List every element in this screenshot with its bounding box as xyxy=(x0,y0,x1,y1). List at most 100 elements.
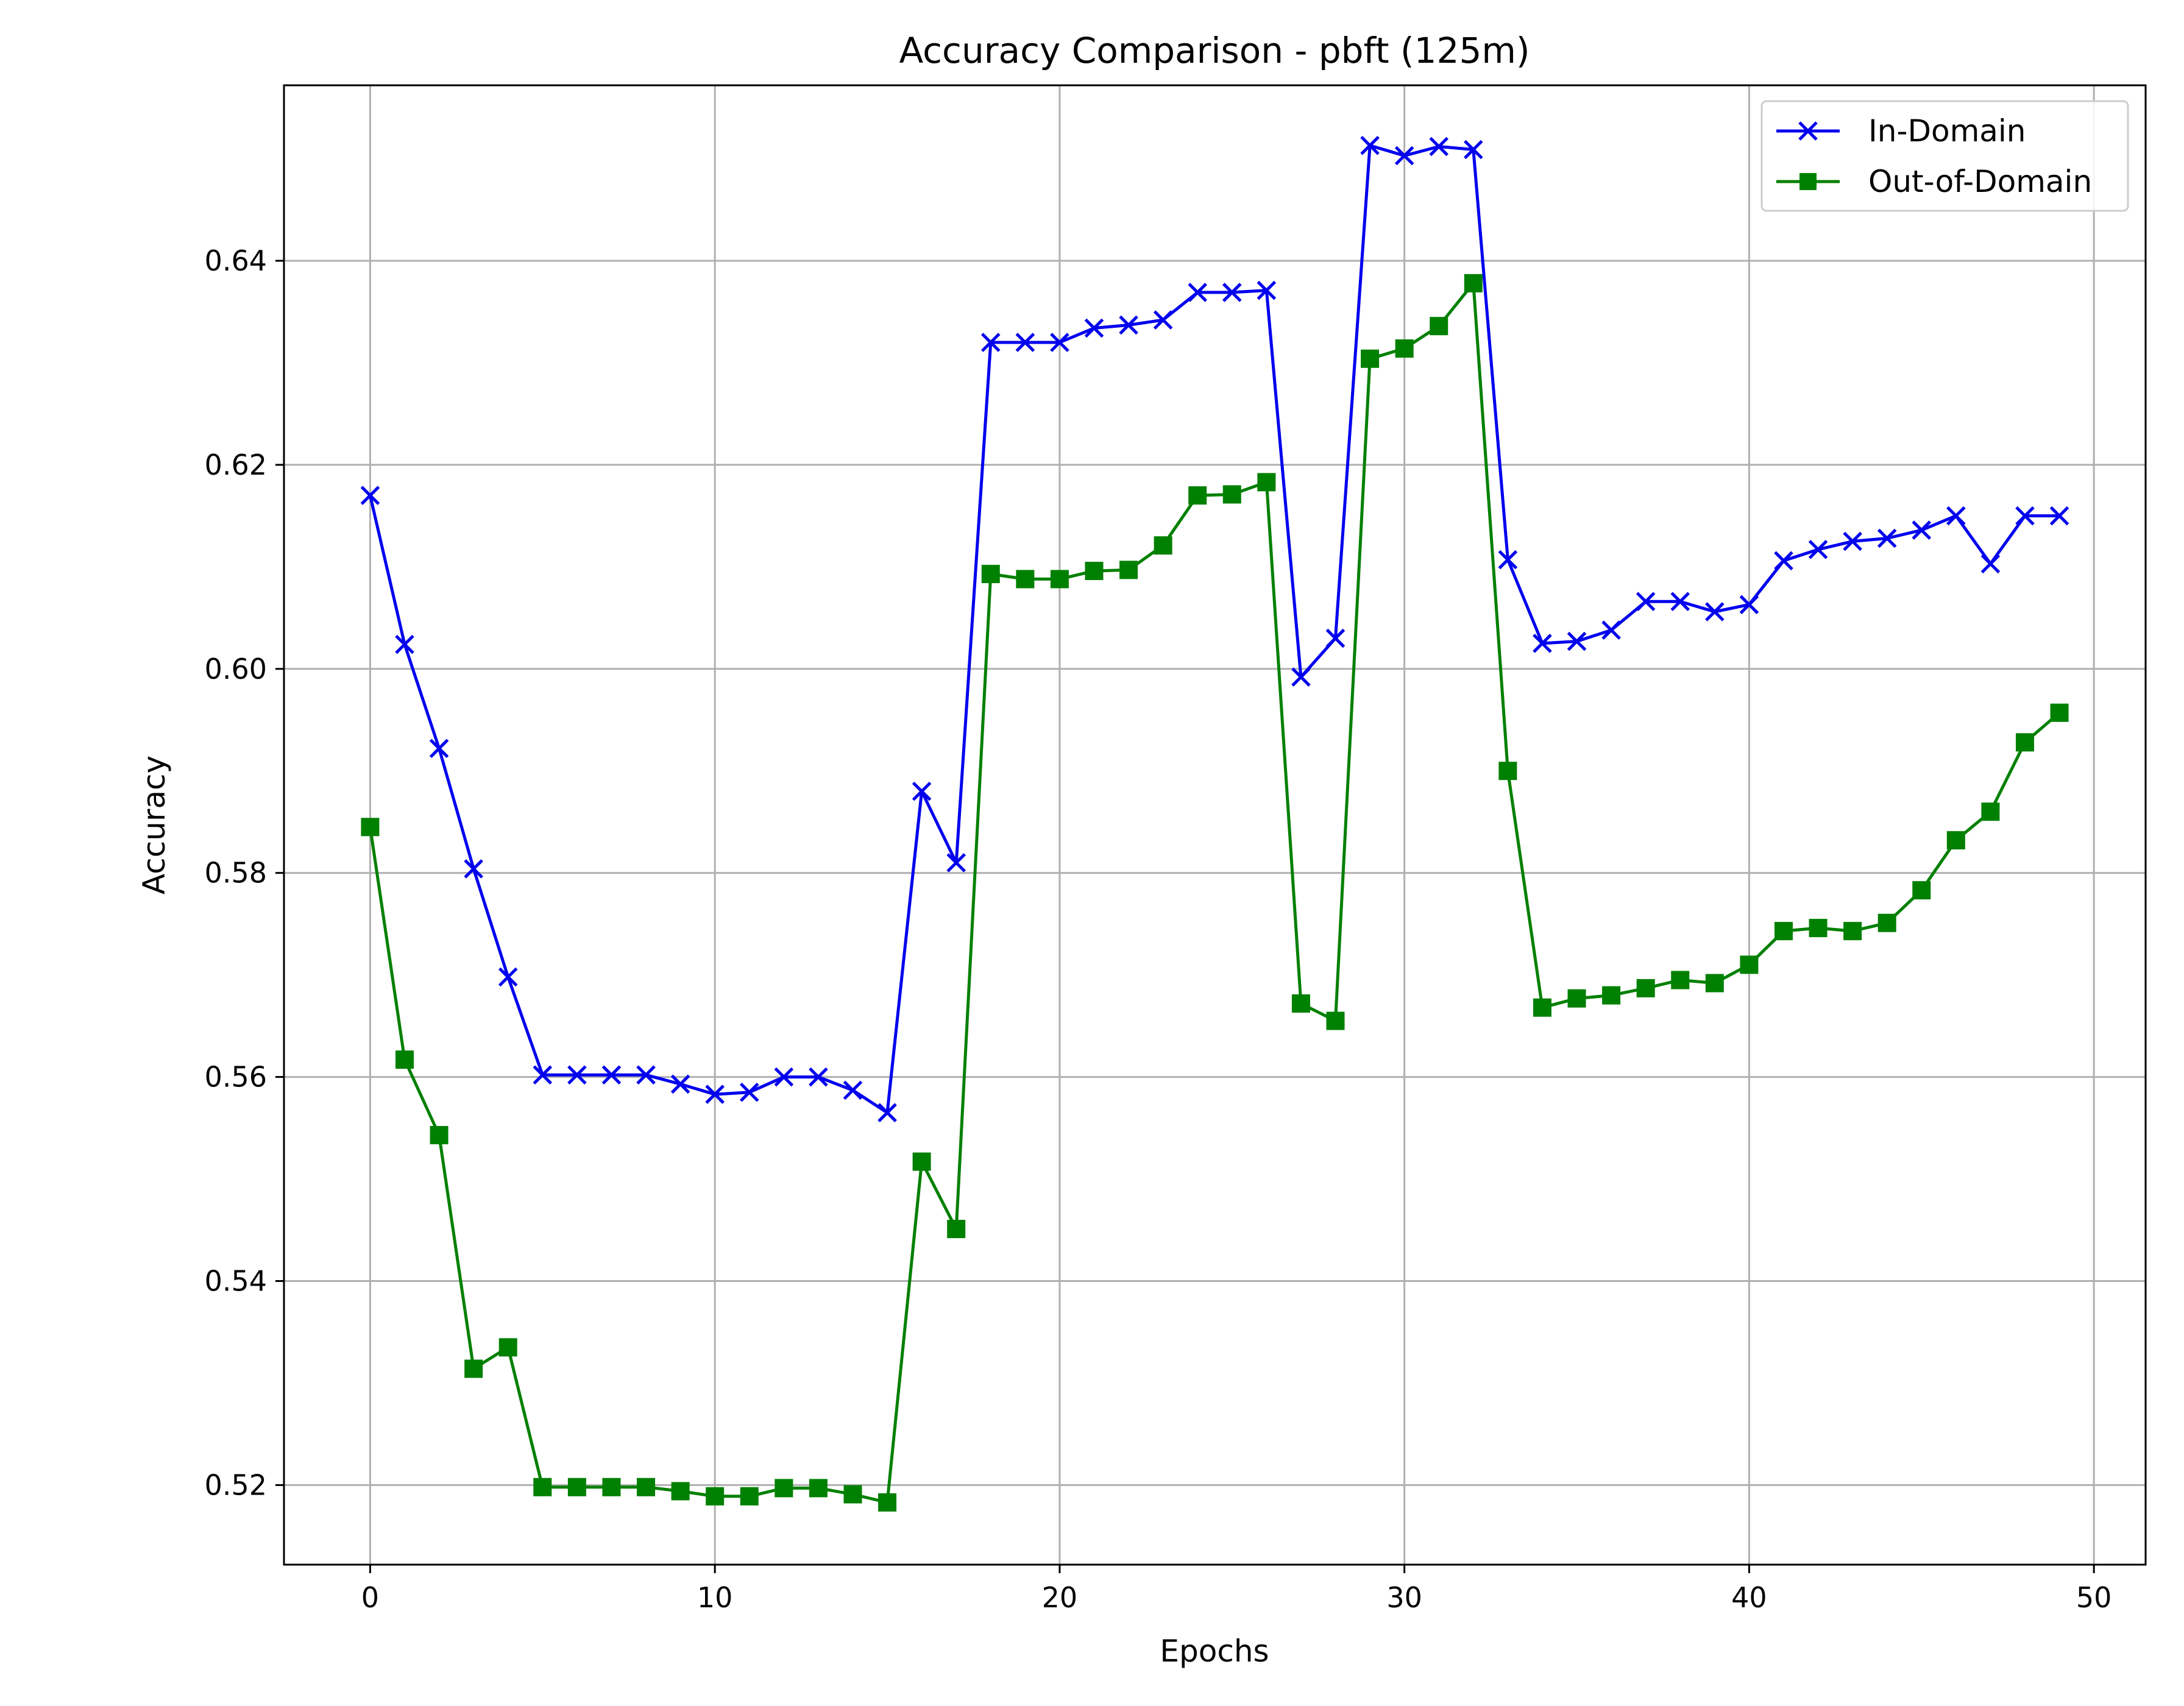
data-point xyxy=(498,1338,517,1357)
data-point xyxy=(1016,570,1035,589)
data-point xyxy=(1774,922,1793,941)
data-point xyxy=(1877,528,1897,548)
data-point xyxy=(1015,333,1035,352)
x-axis-title: Epochs xyxy=(1160,1633,1269,1669)
data-point xyxy=(1429,136,1448,157)
data-point xyxy=(946,853,966,872)
data-point xyxy=(1498,550,1518,570)
data-point xyxy=(2015,733,2034,752)
data-point xyxy=(981,333,1001,352)
data-point xyxy=(2015,506,2035,526)
data-point xyxy=(1809,919,1828,938)
data-point xyxy=(1774,551,1793,571)
data-point xyxy=(1430,317,1448,336)
data-point xyxy=(1946,831,1965,850)
data-point xyxy=(809,1479,828,1498)
data-point xyxy=(1394,146,1414,166)
data-point xyxy=(1325,628,1346,648)
data-point xyxy=(1464,274,1483,292)
data-point xyxy=(1153,310,1173,330)
data-point xyxy=(1567,989,1586,1008)
data-point xyxy=(670,1074,690,1094)
data-point xyxy=(1257,280,1277,300)
data-point xyxy=(464,1359,483,1378)
data-point xyxy=(361,818,380,837)
legend: In-Domain Out-of-Domain xyxy=(1760,100,2129,212)
data-point xyxy=(1084,318,1104,338)
legend-label-in-domain: In-Domain xyxy=(1868,113,2026,149)
data-point xyxy=(774,1067,794,1087)
data-point xyxy=(1533,998,1551,1017)
legend-marker-out-of-domain xyxy=(1799,173,1817,190)
data-point xyxy=(1705,974,1724,993)
data-point xyxy=(1739,595,1759,615)
data-point xyxy=(1188,283,1207,302)
y-tick-label: 0.54 xyxy=(205,1264,267,1297)
data-point xyxy=(775,1479,793,1498)
data-point xyxy=(498,967,518,987)
data-point xyxy=(567,1478,586,1496)
chart-title: Accuracy Comparison - pbft (125m) xyxy=(899,30,1530,71)
y-tick-label: 0.64 xyxy=(205,244,267,277)
data-point xyxy=(1705,602,1725,621)
data-point xyxy=(1361,349,1380,368)
data-point xyxy=(947,1220,966,1239)
data-point xyxy=(1222,283,1242,302)
data-point xyxy=(1291,994,1310,1013)
legend-label-out-of-domain: Out-of-Domain xyxy=(1868,164,2092,199)
data-point xyxy=(1291,667,1311,687)
data-point xyxy=(1636,592,1656,612)
data-point xyxy=(1843,531,1862,551)
data-point xyxy=(809,1067,828,1087)
legend-box xyxy=(1760,100,2129,212)
data-point xyxy=(739,1082,759,1102)
data-point xyxy=(2049,506,2069,526)
data-point xyxy=(1981,802,2000,821)
plot-background xyxy=(284,85,2146,1565)
data-point xyxy=(1808,540,1828,559)
data-point xyxy=(1498,762,1517,780)
data-point xyxy=(1119,561,1138,579)
data-point xyxy=(878,1493,897,1512)
data-point xyxy=(1085,562,1104,581)
data-point xyxy=(1912,520,1932,540)
data-point xyxy=(671,1482,690,1501)
x-tick-label: 40 xyxy=(1731,1581,1767,1614)
data-point xyxy=(706,1487,725,1506)
data-point xyxy=(1740,955,1759,974)
y-tick-label: 0.58 xyxy=(205,857,267,890)
data-point xyxy=(1326,1011,1345,1030)
data-point xyxy=(1050,570,1069,589)
data-point xyxy=(533,1065,553,1085)
data-point xyxy=(912,1152,931,1171)
data-point xyxy=(981,565,1000,584)
data-point xyxy=(843,1485,862,1504)
data-point xyxy=(1980,554,2001,574)
data-point xyxy=(395,1050,414,1069)
series-in-domain xyxy=(360,136,2069,1122)
data-point xyxy=(1395,339,1414,358)
data-point xyxy=(1877,913,1896,932)
data-point xyxy=(430,1126,448,1145)
data-point xyxy=(636,1065,656,1085)
series-layer xyxy=(360,136,2069,1512)
data-point xyxy=(705,1085,725,1104)
data-point xyxy=(1119,315,1138,335)
grid-lines xyxy=(284,85,2146,1565)
data-point xyxy=(1188,486,1207,505)
data-point xyxy=(1671,971,1690,989)
data-point xyxy=(843,1080,863,1100)
data-point xyxy=(1912,881,1931,900)
data-point xyxy=(1670,592,1690,612)
data-point xyxy=(533,1478,552,1496)
data-point xyxy=(464,859,483,879)
data-point xyxy=(601,1065,622,1085)
data-point xyxy=(740,1487,759,1506)
data-point xyxy=(429,738,449,759)
data-point xyxy=(637,1478,656,1496)
data-point xyxy=(1464,140,1483,160)
series-out-of-domain xyxy=(361,274,2069,1512)
x-tick-label: 0 xyxy=(361,1581,379,1614)
y-axis-ticks: 0.52 0.54 0.56 0.58 0.60 0.62 0.64 xyxy=(205,244,284,1501)
